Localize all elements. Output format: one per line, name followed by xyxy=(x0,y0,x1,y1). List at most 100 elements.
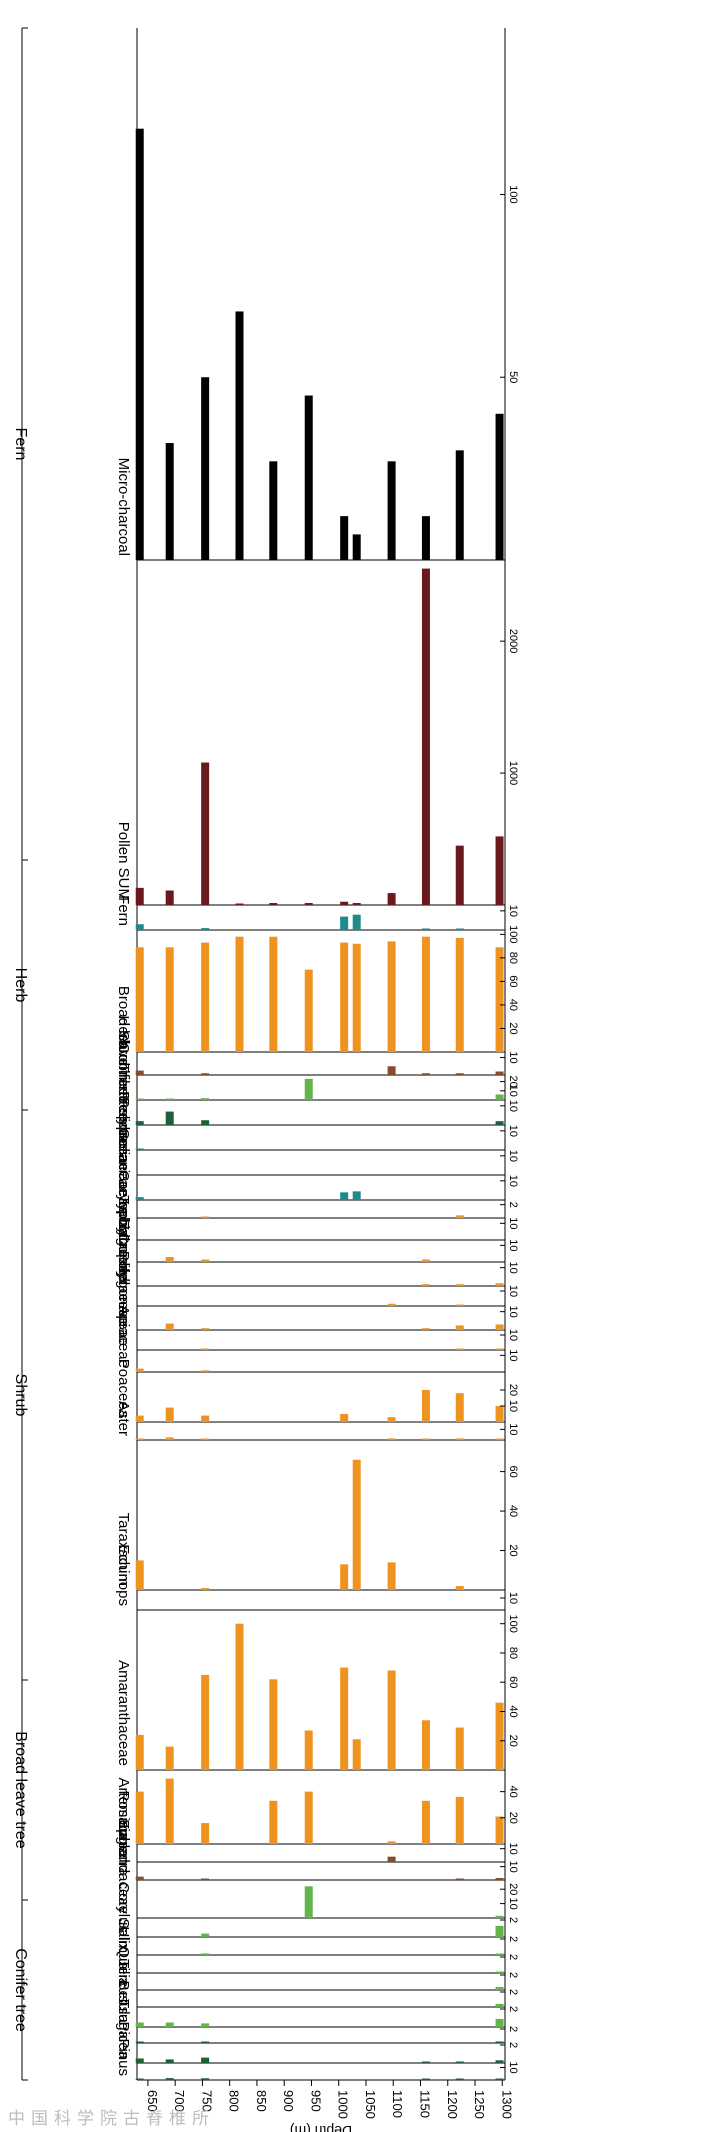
bar-pollen-sum xyxy=(269,903,278,905)
bar-picea xyxy=(135,2058,144,2063)
taxon-label-labiatae: Labiatae xyxy=(115,1200,132,1258)
taxon-label-apiaceae: Apiaceae xyxy=(115,1305,132,1368)
bar-polypodiaceae xyxy=(340,1192,349,1200)
tick-label-broad-leave-tree: 10 xyxy=(507,1085,519,1097)
bar-salix xyxy=(495,1953,504,1955)
taxon-label-pinus: Pinus xyxy=(115,2038,132,2076)
taxon-label-betula: Betula xyxy=(115,1980,132,2023)
bar-shrub xyxy=(421,1073,430,1075)
tick-label-quercus: 2 xyxy=(507,1989,519,1995)
bar-taraxacum xyxy=(135,1560,144,1590)
bar-juglandaceae xyxy=(304,1886,313,1918)
bar-broad-leave-tree xyxy=(201,1098,210,1100)
bar-rosaceae xyxy=(387,1856,396,1862)
taxon-label-tsuga: Tsuga xyxy=(115,1999,132,2040)
bar-geraniaceae xyxy=(455,1215,464,1218)
bar-aster xyxy=(165,1437,174,1440)
taxon-label-echinops: Echinops xyxy=(115,1544,132,1606)
group-label: Herb xyxy=(12,968,29,1003)
tick-label-pollen-sum: 2000 xyxy=(507,629,519,653)
bar-artemisia xyxy=(495,1816,504,1844)
bar-pollen-sum xyxy=(421,568,430,905)
bar-micro-charcoal xyxy=(455,450,464,560)
tick-label-labiatae: 10 xyxy=(507,1239,519,1251)
tick-label-salix: 2 xyxy=(507,1936,519,1942)
tick-label-herb: 60 xyxy=(507,975,519,987)
tick-label-rosaceae: 10 xyxy=(507,1843,519,1855)
bar-herb xyxy=(135,947,144,1052)
bar-taraxacum xyxy=(340,1564,349,1590)
x-tick-label: 1000 xyxy=(336,2090,351,2119)
tick-label-ulmus: 2 xyxy=(507,1954,519,1960)
tick-label-corylus: 2 xyxy=(507,1917,519,1923)
x-tick-label: 750 xyxy=(199,2090,214,2112)
bar-labiatae xyxy=(421,1259,430,1262)
bar-pinus xyxy=(165,2078,174,2080)
tick-label-taraxacum: 60 xyxy=(507,1465,519,1477)
taxon-label-poaceea: Poaceea xyxy=(115,1359,132,1419)
bar-shrub xyxy=(495,1071,504,1075)
bar-poaceea xyxy=(387,1417,396,1422)
tick-label-herb: 80 xyxy=(507,952,519,964)
bar-herb xyxy=(340,942,349,1052)
bar-micro-charcoal xyxy=(495,413,504,560)
bar-pollen-sum xyxy=(495,836,504,905)
bar-broad-leave-tree xyxy=(495,1094,504,1100)
taxon-label-typha: Typha xyxy=(115,1195,132,1237)
tick-label-amaranthaceae: 20 xyxy=(507,1735,519,1747)
bar-fern xyxy=(201,928,210,930)
tick-label-fern: 10 xyxy=(507,905,519,917)
bar-conifer-tree xyxy=(135,1121,144,1125)
tick-label-polygonaceae: 10 xyxy=(507,1329,519,1341)
taxon-label-quercus: Quercus xyxy=(115,1946,132,2003)
taxon-label-shrub: Shrub xyxy=(115,1031,132,1071)
bar-polygonaceae xyxy=(455,1348,464,1350)
tick-label-pollen-sum: 1000 xyxy=(507,761,519,785)
tick-label-pteridaceae: 10 xyxy=(507,1150,519,1162)
tick-label-geraniaceae: 2 xyxy=(507,1202,519,1208)
tick-label-juglandaceae: 20 xyxy=(507,1883,519,1895)
bar-pollen-sum xyxy=(135,887,144,905)
bar-herb xyxy=(352,943,361,1052)
bar-taraxacum xyxy=(455,1586,464,1590)
bar-betula xyxy=(135,2022,144,2027)
tick-label-trilete-spore: 10 xyxy=(507,1125,519,1137)
tick-label-micro-charcoal: 100 xyxy=(507,185,519,203)
x-tick-label: 950 xyxy=(308,2090,323,2112)
bar-juglandaceae xyxy=(495,1915,504,1918)
x-tick-label: 650 xyxy=(145,2090,160,2112)
tick-label-shrub: 10 xyxy=(507,1051,519,1063)
tick-label-amaranthaceae: 100 xyxy=(507,1615,519,1633)
bar-poaceea xyxy=(421,1390,430,1422)
bar-broad-leave-tree xyxy=(135,1098,144,1100)
bar-aster xyxy=(201,1438,210,1440)
taxon-label-salix: Salix xyxy=(115,1918,132,1951)
bar-pollen-sum xyxy=(165,890,174,905)
bar-aster xyxy=(455,1438,464,1440)
bar-amaranthaceae xyxy=(495,1702,504,1770)
x-tick-label: 1250 xyxy=(472,2090,487,2119)
bar-polygonaceae xyxy=(495,1348,504,1350)
taxon-label-corylus: Corylus xyxy=(115,1882,132,1933)
bar-conifer-tree xyxy=(495,1121,504,1125)
bar-artemisia xyxy=(201,1823,210,1844)
tick-label-juglandaceae: 10 xyxy=(507,1897,519,1909)
bar-polygonaceae xyxy=(201,1348,210,1350)
tick-label-caryophyllaceae: 10 xyxy=(507,1262,519,1274)
bar-zygophyllaceae xyxy=(421,1328,430,1330)
bar-betula xyxy=(201,2023,210,2027)
bar-apiaceae xyxy=(135,1368,144,1372)
bar-labiatae xyxy=(201,1259,210,1262)
bar-amaranthaceae xyxy=(352,1739,361,1770)
taxon-label-geraniaceae: Geraniaceae xyxy=(115,1128,132,1214)
tick-label-herb: 100 xyxy=(507,925,519,943)
taxon-label-trilete-spore: Trilete spore xyxy=(115,1063,132,1146)
bar-micro-charcoal xyxy=(235,311,244,560)
tick-label-taraxacum: 40 xyxy=(507,1505,519,1517)
bar-shrub xyxy=(201,1073,210,1075)
tick-label-herb: 20 xyxy=(507,1022,519,1034)
tick-label-herb: 40 xyxy=(507,999,519,1011)
bar-labiatae xyxy=(165,1257,174,1262)
bar-pollen-sum xyxy=(455,845,464,905)
x-tick-label: 850 xyxy=(254,2090,269,2112)
